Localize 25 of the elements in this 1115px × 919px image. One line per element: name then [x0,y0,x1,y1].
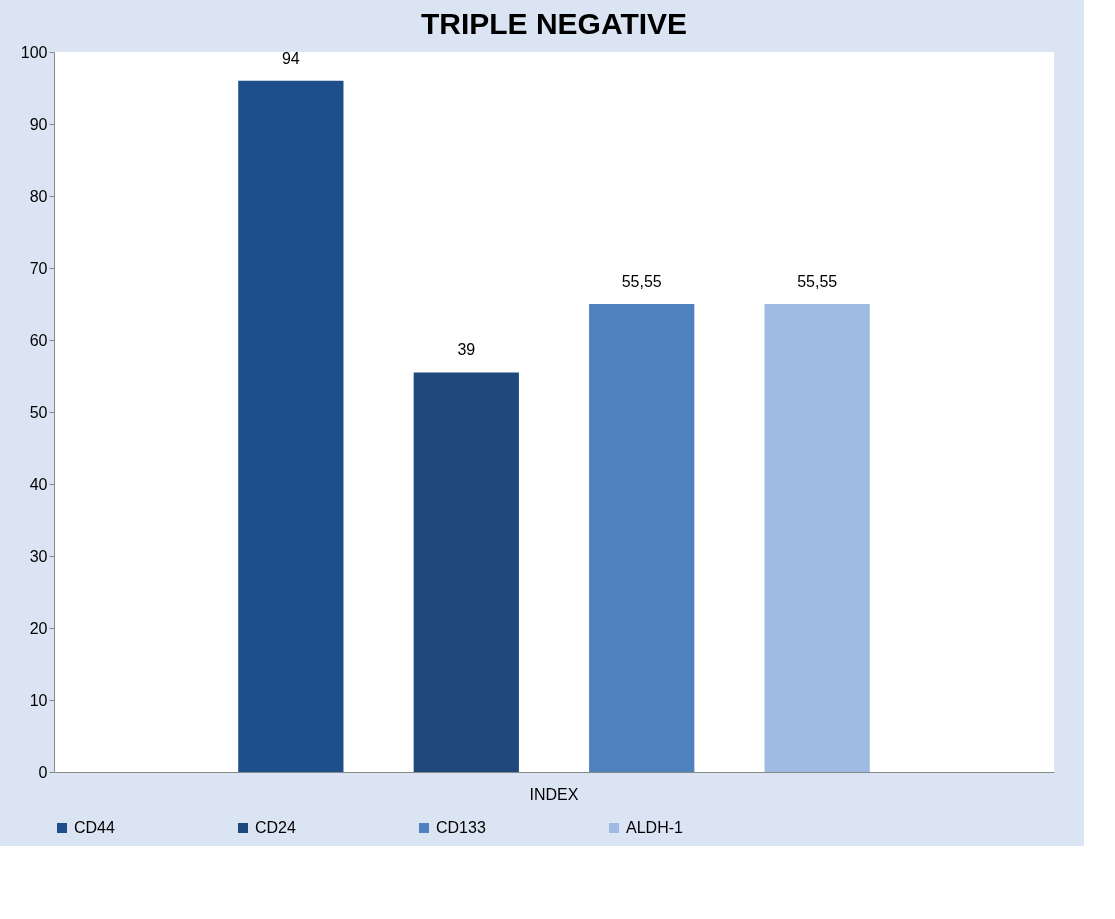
y-tick-label: 20 [29,619,48,637]
legend-label: CD24 [255,819,297,836]
y-tick-label: 60 [29,331,48,349]
y-tick-label: 40 [29,475,48,493]
annotation: 39 [457,341,476,359]
y-tick-label: 50 [29,403,48,421]
bar [413,372,519,772]
y-tick-label: 70 [29,259,48,277]
annotation: 55,55 [797,273,838,290]
legend-label: CD44 [74,819,116,836]
legend-label: CD133 [436,819,486,836]
y-tick-label: 30 [29,547,48,565]
bar [589,304,695,772]
legend-label: ALDH-1 [626,819,684,836]
x-tick-label: INDEX [529,785,579,803]
y-tick-label: 100 [20,43,48,61]
chart-title: TRIPLE NEGATIVE [420,7,688,40]
y-tick-label: 10 [29,691,48,709]
y-tick-label: 80 [29,187,48,205]
bar [764,304,870,772]
y-tick-label: 90 [29,115,48,133]
annotation: 94 [281,49,300,67]
annotation: 55,55 [621,273,662,290]
y-tick-label: 0 [38,763,48,781]
bar [238,80,344,772]
